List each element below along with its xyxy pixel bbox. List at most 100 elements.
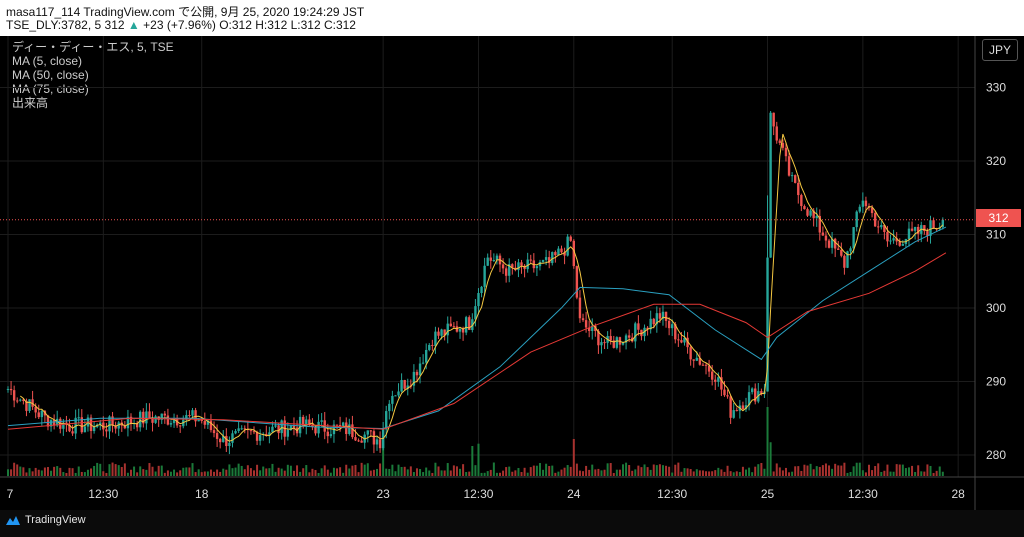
volume-bar bbox=[907, 467, 910, 476]
volume-bar bbox=[640, 467, 643, 476]
volume-bar bbox=[861, 470, 864, 476]
volume-bar bbox=[526, 472, 529, 476]
volume-bar bbox=[511, 471, 514, 476]
candle-body bbox=[428, 344, 431, 350]
candle-body bbox=[591, 325, 594, 331]
candle-body bbox=[913, 226, 917, 231]
volume-bar bbox=[200, 472, 203, 476]
y-tick-label: 330 bbox=[986, 80, 1006, 94]
candle-body bbox=[298, 416, 302, 434]
candle-body bbox=[827, 240, 831, 248]
volume-bar bbox=[74, 472, 77, 476]
x-tick-label: 28 bbox=[951, 487, 965, 501]
volume-bar bbox=[311, 468, 314, 476]
candle-body bbox=[634, 323, 637, 342]
volume-bar bbox=[46, 467, 49, 476]
volume-bar bbox=[391, 464, 394, 476]
candle-body bbox=[923, 225, 926, 232]
volume-bar bbox=[166, 470, 169, 476]
volume-bar bbox=[625, 462, 628, 476]
legend-ma50[interactable]: MA (50, close) bbox=[12, 68, 89, 82]
legend-ma75[interactable]: MA (75, close) bbox=[12, 82, 89, 96]
y-tick-label: 290 bbox=[986, 374, 1006, 388]
volume-bar bbox=[855, 462, 858, 476]
volume-bar bbox=[874, 466, 877, 476]
x-tick-label: 25 bbox=[761, 487, 775, 501]
candle-body bbox=[440, 329, 443, 336]
candle-body bbox=[397, 391, 400, 396]
candle-body bbox=[345, 422, 348, 434]
volume-bar bbox=[434, 462, 437, 476]
volume-bar bbox=[105, 472, 108, 476]
volume-bar bbox=[28, 468, 31, 476]
volume-bar bbox=[262, 466, 265, 476]
volume-bar bbox=[551, 465, 554, 476]
candle-body bbox=[366, 430, 369, 435]
candle-body bbox=[102, 422, 105, 430]
volume-bar bbox=[646, 467, 649, 476]
volume-bar bbox=[741, 466, 744, 476]
volume-bar bbox=[698, 470, 701, 476]
candle-body bbox=[471, 319, 474, 331]
candle-body bbox=[680, 340, 683, 343]
candle-body bbox=[511, 264, 514, 268]
candle-body bbox=[320, 420, 323, 422]
volume-bar bbox=[502, 470, 505, 476]
candle-body bbox=[271, 426, 274, 433]
volume-bar bbox=[372, 469, 375, 476]
candle-body bbox=[215, 433, 219, 439]
legend-volume[interactable]: 出来高 bbox=[12, 96, 49, 110]
candle-body bbox=[917, 226, 920, 234]
volume-bar bbox=[864, 472, 867, 476]
volume-bar bbox=[597, 468, 600, 476]
volume-bar bbox=[505, 467, 508, 476]
volume-bar bbox=[148, 463, 151, 476]
candle-body bbox=[360, 440, 363, 443]
candle-body bbox=[581, 318, 585, 321]
currency-label[interactable]: JPY bbox=[982, 39, 1018, 61]
candle-body bbox=[492, 259, 496, 261]
volume-bar bbox=[455, 466, 458, 476]
candle-body bbox=[778, 140, 782, 143]
volume-bar bbox=[557, 471, 560, 476]
volume-bar bbox=[705, 471, 708, 476]
volume-bar bbox=[37, 469, 40, 476]
candle-body bbox=[732, 410, 735, 418]
volume-bar bbox=[40, 470, 43, 476]
tradingview-logo[interactable]: TradingView bbox=[5, 514, 86, 526]
volume-bar bbox=[203, 471, 206, 476]
volume-bar bbox=[566, 465, 569, 476]
candle-body bbox=[572, 240, 575, 267]
volume-bar bbox=[538, 463, 541, 476]
volume-bar bbox=[19, 466, 22, 476]
legend-ma5[interactable]: MA (5, close) bbox=[12, 54, 83, 68]
candle-body bbox=[744, 405, 748, 410]
volume-bar bbox=[649, 469, 652, 476]
volume-bar bbox=[271, 463, 274, 476]
volume-bar bbox=[449, 470, 452, 476]
volume-bar bbox=[117, 465, 120, 476]
candle-body bbox=[784, 147, 788, 157]
volume-bar bbox=[425, 467, 428, 476]
candle-body bbox=[587, 327, 591, 331]
symbol-info: TSE_DLY:3782, 5 312 ▲ +23 (+7.96%) O:312… bbox=[6, 18, 356, 32]
candle-body bbox=[824, 235, 828, 241]
volume-bar bbox=[34, 467, 37, 476]
candle-body bbox=[71, 431, 74, 434]
candle-body bbox=[302, 416, 305, 427]
candle-body bbox=[821, 232, 825, 236]
volume-bar bbox=[286, 464, 289, 476]
volume-bar bbox=[695, 469, 698, 476]
candle-body bbox=[329, 434, 333, 437]
candle-body bbox=[209, 420, 213, 431]
volume-bar bbox=[732, 472, 735, 476]
volume-bar bbox=[548, 466, 551, 476]
candle-body bbox=[627, 335, 631, 338]
volume-bar bbox=[68, 467, 71, 476]
price-chart[interactable]: 280 290 300 310 320 330 7 12:30 18 23 12:30 24 12:30… bbox=[0, 36, 1024, 510]
volume-bar bbox=[926, 464, 929, 476]
candle-body bbox=[135, 423, 139, 428]
volume-bar bbox=[465, 472, 468, 476]
candle-body bbox=[504, 268, 508, 276]
volume-bar bbox=[941, 471, 944, 476]
